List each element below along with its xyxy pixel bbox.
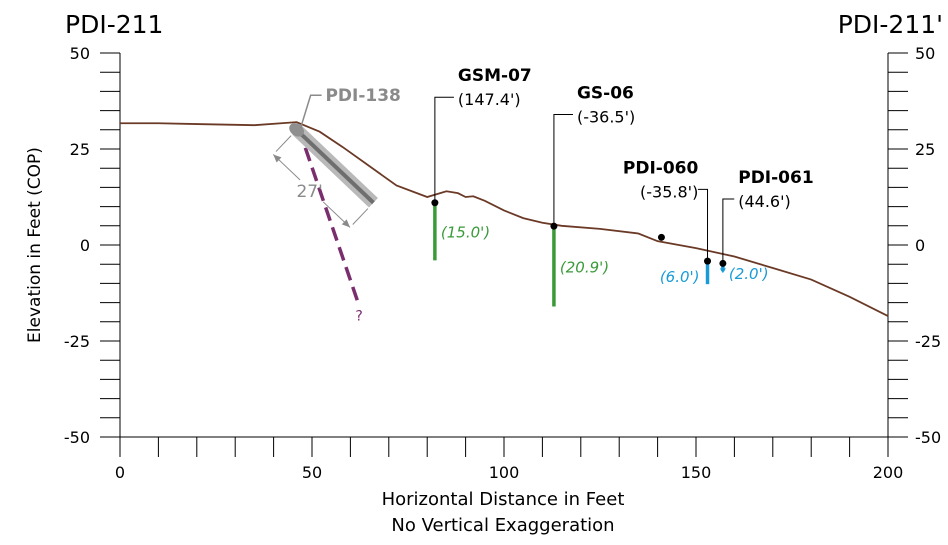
dimension-extension-bottom [352,208,369,225]
x-tick-label: 100 [489,463,520,482]
boring-depth-label: (15.0') [441,224,490,242]
boring-offset: (44.6') [738,192,791,211]
boring-leader [553,114,573,227]
boring-name: GSM-07 [458,66,532,86]
boring-collar-point [719,259,727,267]
dimension-extension-top [275,135,292,152]
angled-boring-length-label: 27' [296,182,322,202]
boring-collar-point [550,222,558,230]
x-tick-label: 50 [302,463,322,482]
x-tick-label: 200 [873,463,904,482]
boring-name: GS-06 [577,84,634,104]
y-tick-label-right: -25 [915,332,941,351]
survey-point [657,233,665,241]
y-tick-label-left: 0 [80,236,90,255]
x-axis-note: No Vertical Exaggeration [391,515,614,536]
boring-name: PDI-061 [738,168,813,188]
y-tick-label-right: 25 [915,140,935,159]
section-end-label: PDI-211' [838,10,943,39]
dimension-arrow-top [273,154,282,163]
y-tick-label-right: 50 [915,44,935,63]
boring-depth-label: (20.9') [560,258,609,276]
boring-name: PDI-060 [623,158,699,178]
boring-leader [697,188,709,262]
angled-boring-core [295,128,375,205]
ground-surface-line [120,121,889,317]
angled-boring-name: PDI-138 [325,86,400,106]
y-tick-label-left: -25 [64,332,90,351]
section-start-label: PDI-211 [65,10,163,39]
boring-offset: (147.4') [458,90,521,109]
x-tick-label: 150 [681,463,712,482]
y-tick-label-right: -50 [915,428,941,447]
y-tick-label-right: 0 [915,236,925,255]
boring-offset: (-36.5') [577,108,635,127]
dimension-arrow-bottom [341,219,351,228]
y-tick-label-left: -50 [64,428,90,447]
boring-depth-label: (6.0') [660,268,700,286]
x-axis-label: Horizontal Distance in Feet [382,489,625,510]
boring-depth-label: (2.0') [729,265,769,283]
boring-leader [722,198,735,264]
pdi-061-marker [719,268,726,274]
boring-offset: (-35.8') [640,182,698,201]
boring-collar-point [431,199,439,207]
boring-collar-point [704,257,712,265]
boring-leader [434,96,454,203]
projected-boring-line [296,127,360,304]
y-tick-label-left: 50 [70,44,90,63]
projected-line-label: ? [355,309,362,325]
angled-boring-leader [299,94,322,129]
y-tick-label-left: 25 [70,140,90,159]
y-axis-label: Elevation in Feet (COP) [25,147,45,343]
x-tick-label: 0 [115,463,125,482]
